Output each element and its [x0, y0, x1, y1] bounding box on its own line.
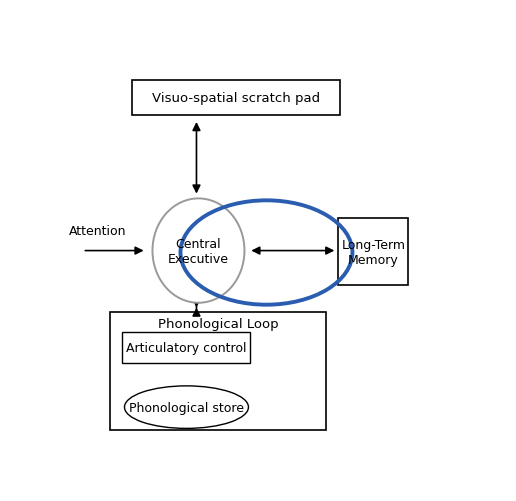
FancyBboxPatch shape [110, 313, 327, 430]
Text: Long-Term
Memory: Long-Term Memory [342, 238, 406, 266]
Text: Visuo-spatial scratch pad: Visuo-spatial scratch pad [152, 92, 320, 105]
Ellipse shape [124, 386, 249, 428]
FancyBboxPatch shape [338, 218, 409, 286]
Ellipse shape [153, 199, 245, 303]
Text: Articulatory control: Articulatory control [126, 341, 247, 354]
FancyBboxPatch shape [122, 332, 250, 363]
Text: Phonological Loop: Phonological Loop [158, 317, 279, 330]
FancyBboxPatch shape [133, 81, 341, 116]
Text: Attention: Attention [69, 224, 126, 237]
Text: Central
Executive: Central Executive [168, 237, 229, 265]
Text: Phonological store: Phonological store [129, 401, 244, 414]
